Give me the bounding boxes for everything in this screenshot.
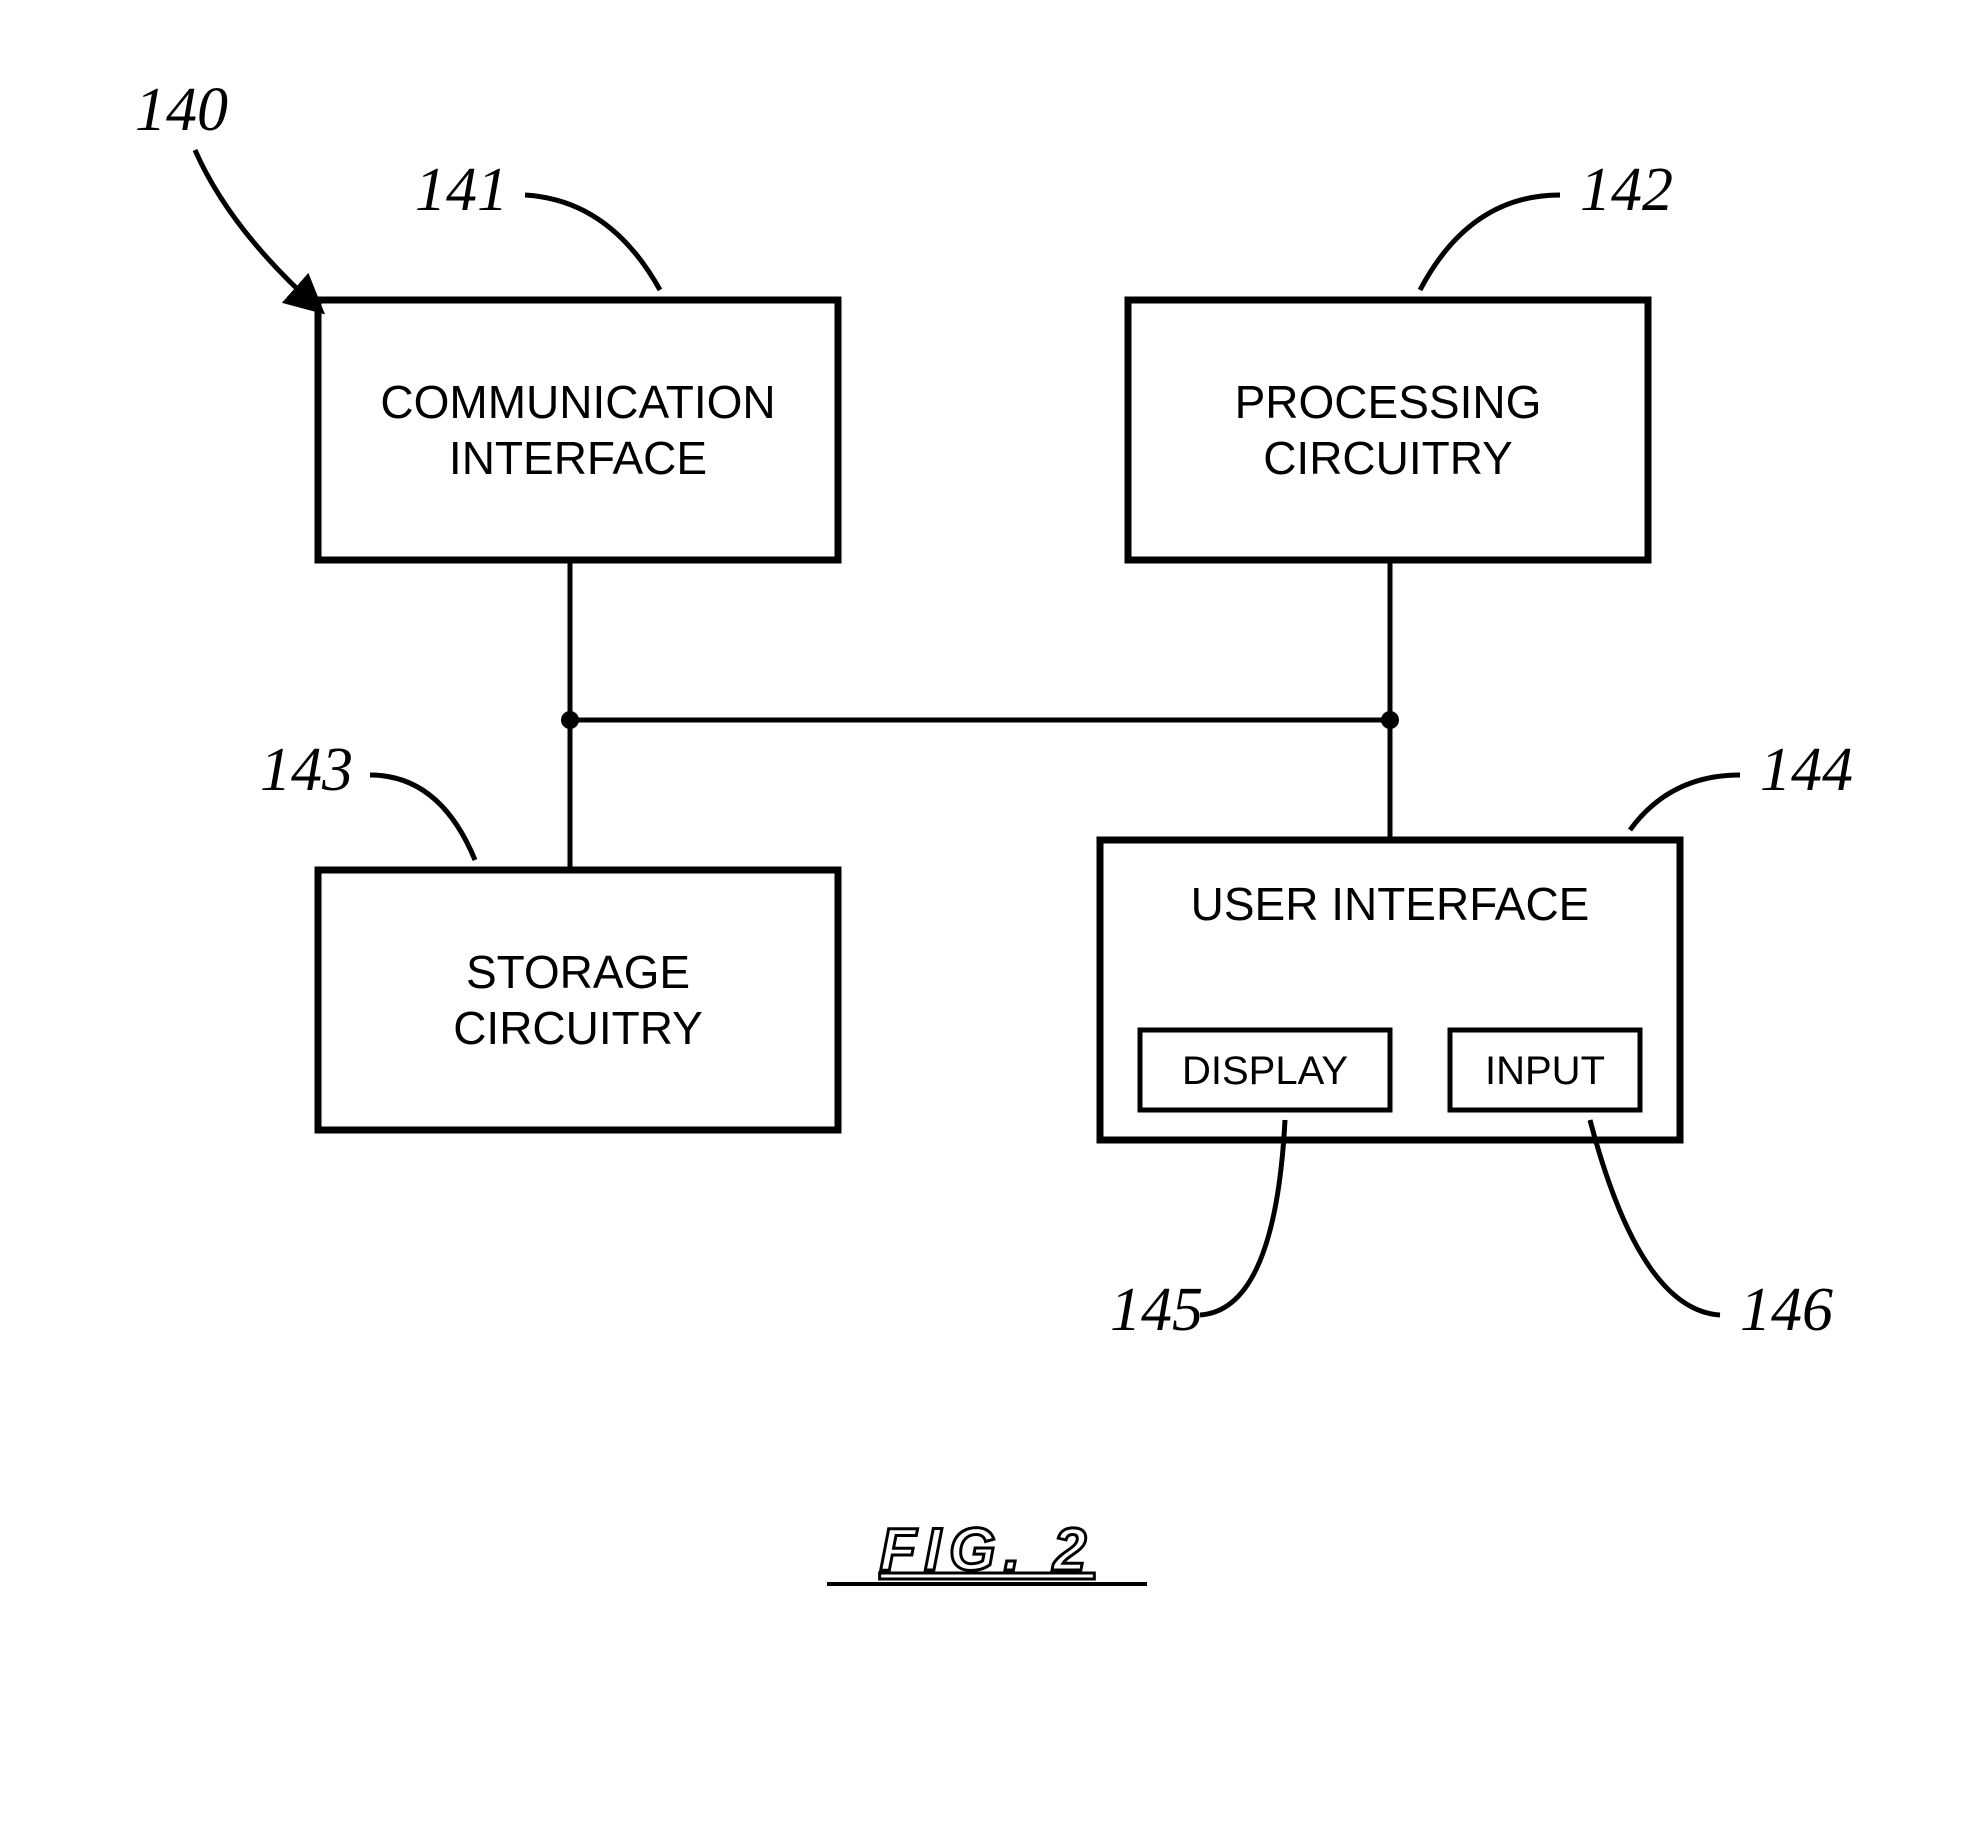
proc-block-label-1: PROCESSING <box>1235 376 1542 428</box>
input-subblock-label: INPUT <box>1485 1049 1605 1093</box>
ref-140: 140 <box>135 76 228 144</box>
figure-label: FIG. 2 <box>880 1516 1095 1583</box>
leader-l145 <box>1200 1120 1285 1315</box>
proc-block-label-2: CIRCUITRY <box>1263 432 1513 484</box>
leader-l141 <box>525 195 660 290</box>
display-subblock-label: DISPLAY <box>1182 1049 1348 1093</box>
ui-block-label: USER INTERFACE <box>1191 878 1590 930</box>
store-block-label-2: CIRCUITRY <box>453 1002 703 1054</box>
store-block-label-1: STORAGE <box>466 946 690 998</box>
leader-l140 <box>195 150 320 310</box>
leader-l144 <box>1630 775 1740 830</box>
ref-144: 144 <box>1760 736 1853 804</box>
ref-146: 146 <box>1740 1276 1833 1344</box>
store-block <box>318 870 838 1130</box>
ref-143: 143 <box>260 736 353 804</box>
leader-l142 <box>1420 195 1560 290</box>
comm-block-label-1: COMMUNICATION <box>380 376 775 428</box>
comm-block-label-2: INTERFACE <box>449 432 707 484</box>
proc-block <box>1128 300 1648 560</box>
ref-142: 142 <box>1580 156 1673 224</box>
junction-dot <box>1381 711 1399 729</box>
ref-145: 145 <box>1110 1276 1203 1344</box>
junction-dot <box>561 711 579 729</box>
leader-l146 <box>1590 1120 1720 1315</box>
ref-141: 141 <box>415 156 508 224</box>
leader-l143 <box>370 775 475 860</box>
comm-block <box>318 300 838 560</box>
